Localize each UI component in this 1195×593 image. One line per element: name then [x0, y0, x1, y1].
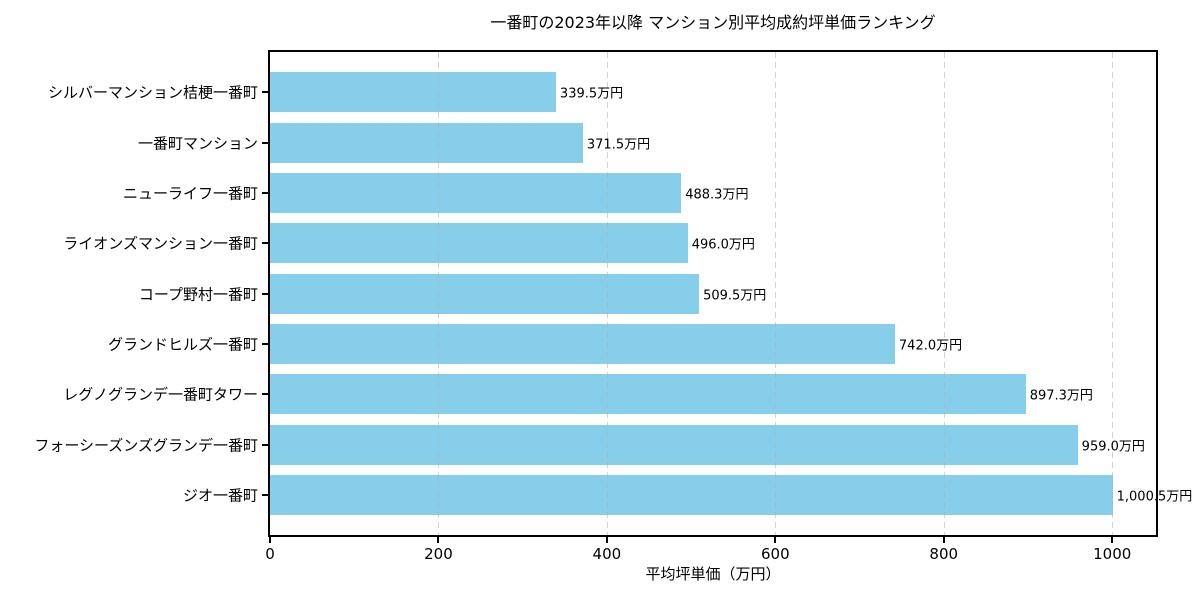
gridline [943, 52, 945, 535]
x-tick [942, 537, 945, 543]
gridline [1112, 52, 1114, 535]
bar [270, 424, 1078, 465]
x-tick [605, 537, 608, 543]
x-tick-label: 200 [424, 545, 453, 563]
y-axis-label: 一番町マンション [137, 134, 258, 152]
x-tick [437, 537, 440, 543]
bar [270, 474, 1113, 515]
bar [270, 374, 1026, 415]
x-tick-label: 0 [265, 545, 275, 563]
bar [270, 122, 583, 163]
bar-value-label: 509.5万円 [703, 288, 767, 303]
plot-inner: 339.5万円 371.5万円 488.3万円 496.0万円 509.5万円 742.0… [270, 52, 1192, 535]
x-tick-label: 1000 [1093, 545, 1132, 563]
y-tick [262, 292, 268, 295]
x-axis-label: 平均坪単価（万円） [645, 565, 781, 583]
bar-value-label: 371.5万円 [586, 137, 651, 152]
y-tick [262, 141, 268, 144]
y-tick [262, 191, 268, 194]
bar-value-label: 742.0万円 [898, 338, 963, 354]
y-tick [262, 443, 268, 446]
y-tick [262, 342, 268, 345]
x-tick [774, 537, 777, 543]
y-tick [262, 91, 268, 94]
y-tick [262, 242, 268, 245]
x-tick [269, 537, 271, 543]
y-axis-label: ニューライフ一番町 [122, 184, 258, 203]
bar [270, 273, 700, 314]
y-axis-label: ライオンズマンション一番町 [63, 234, 258, 253]
bar-value-label: 488.3万円 [685, 187, 749, 203]
y-axis-label: シルバーマンション桔梗一番町 [47, 83, 258, 102]
y-tick [262, 493, 268, 496]
y-axis-label: グランドヒルズ一番町 [107, 335, 258, 354]
bar-value-label: 339.5万円 [559, 86, 624, 102]
y-axis-label: レグノグランデ一番町タワー [63, 385, 258, 404]
x-tick-label: 800 [929, 545, 959, 563]
y-axis-label: ジオ一番町 [182, 486, 258, 505]
x-tick-label: 600 [760, 545, 790, 563]
y-axis-label: フォーシーズンズグランデ一番町 [34, 436, 258, 454]
bar-value-label: 496.0万円 [691, 237, 755, 253]
x-tick [1111, 537, 1114, 543]
bar [270, 72, 556, 113]
bar [270, 172, 682, 213]
gridline [606, 52, 608, 535]
y-axis-label: コープ野村一番町 [138, 285, 258, 303]
x-tick-label: 400 [592, 545, 622, 563]
plot-area: 339.5万円 371.5万円 488.3万円 496.0万円 509.5万円 742.0… [268, 50, 1192, 537]
bar [270, 323, 895, 364]
bar-value-label: 1,000.5万円 [1116, 489, 1193, 505]
bar-value-label: 959.0万円 [1081, 439, 1145, 454]
gridline [438, 52, 440, 535]
bar [270, 223, 688, 264]
bar-value-label: 897.3万円 [1029, 388, 1093, 404]
y-tick [262, 393, 268, 396]
gridline [775, 52, 777, 535]
chart-title: 一番町の2023年以降 マンション別平均成約坪単価ランキング [490, 13, 936, 32]
